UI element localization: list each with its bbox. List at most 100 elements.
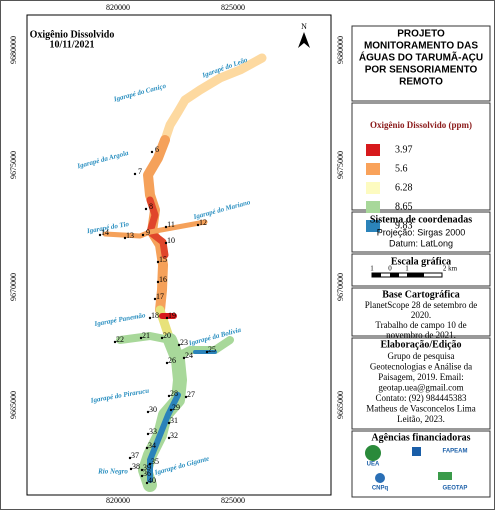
scale-label: 0 xyxy=(388,265,392,273)
base-line: Trabalho de campo 10 de xyxy=(375,320,466,330)
map-title: 10/11/2021 xyxy=(49,39,94,50)
sample-point xyxy=(140,468,144,472)
map-title: Oxigênio Dissolvido xyxy=(30,29,115,40)
north-arrow xyxy=(298,32,310,48)
logos xyxy=(365,445,452,483)
y-coord: 9670000 xyxy=(336,273,345,301)
credits-line: Contato: (92) 984445383 xyxy=(376,393,467,403)
point-label: 36 xyxy=(143,469,151,478)
sample-point xyxy=(153,297,157,301)
point-label: 24 xyxy=(185,351,193,360)
sample-point xyxy=(165,316,169,320)
base-title: Base Cartográfica xyxy=(382,289,459,300)
sample-point xyxy=(167,421,171,425)
panel-title: REMOTO xyxy=(399,77,443,88)
base-line: 2020. xyxy=(411,310,431,320)
sample-point xyxy=(128,456,132,460)
river xyxy=(102,53,267,492)
point-label: 39 xyxy=(143,463,151,472)
x-coord: 820000 xyxy=(106,3,130,12)
sample-point xyxy=(182,356,186,360)
legend-label: 9.83 xyxy=(395,220,413,231)
y-coord: 9665000 xyxy=(9,391,18,419)
coords-line: Projeção: Sirgas 2000 xyxy=(377,227,466,237)
point-label: 10 xyxy=(167,236,175,245)
legend-title: Oxigênio Dissolvido (ppm) xyxy=(370,120,472,130)
logo-label: CNPq xyxy=(372,486,389,492)
point-label: 26 xyxy=(168,356,176,365)
sample-point xyxy=(156,280,160,284)
legend-label: 6.28 xyxy=(395,182,413,193)
point-label: 29 xyxy=(172,403,180,412)
point-label: 37 xyxy=(131,451,139,460)
panel-title: ÁGUAS DO TARUMÃ-AÇU xyxy=(359,51,483,64)
y-coord: 9680000 xyxy=(336,36,345,64)
sample-point xyxy=(148,316,152,320)
y-coord: 9665000 xyxy=(336,391,345,419)
legend-swatch xyxy=(366,144,380,156)
credits-line: Grupo de pesquisa xyxy=(388,351,455,361)
sample-point xyxy=(169,408,173,412)
sample-point xyxy=(150,150,154,154)
sample-point xyxy=(145,446,149,450)
sample-point xyxy=(140,474,144,478)
sample-point xyxy=(113,340,117,344)
base-line: novembro de 2021. xyxy=(386,330,456,340)
point-label: 40 xyxy=(148,476,156,485)
point-label: 16 xyxy=(159,275,167,284)
panel-title: MONITORAMENTO DAS xyxy=(364,41,478,52)
point-label: 32 xyxy=(170,431,178,440)
point-label: 18 xyxy=(151,311,159,320)
point-label: 38 xyxy=(132,462,140,471)
point-label: 17 xyxy=(156,292,164,301)
sample-point xyxy=(164,225,168,229)
sample-point xyxy=(144,207,148,211)
panel-boxes xyxy=(351,25,491,498)
sample-point xyxy=(146,410,150,414)
stream-label: Rio Negro xyxy=(97,468,128,476)
panel-title: PROJETO xyxy=(397,29,445,40)
sample-point xyxy=(205,350,209,354)
legend-swatch xyxy=(366,201,380,213)
funding-title: Agências financiadoras xyxy=(371,432,470,443)
sample-point xyxy=(167,436,171,440)
scale-bar xyxy=(371,272,443,278)
point-label: 21 xyxy=(142,331,150,340)
x-coord: 825000 xyxy=(221,496,245,505)
sample-point xyxy=(98,233,102,237)
x-coord: 825000 xyxy=(221,3,245,12)
credits-line: Leitão, 2023. xyxy=(397,414,445,424)
credits-line: geotap.uea@gmail.com xyxy=(378,383,463,393)
point-label: 9 xyxy=(146,228,150,237)
point-label: 33 xyxy=(149,427,157,436)
point-label: 31 xyxy=(170,416,178,425)
point-label: 14 xyxy=(101,228,109,237)
sample-point xyxy=(133,172,137,176)
point-label: 25 xyxy=(208,345,216,354)
point-label: 34 xyxy=(148,441,156,450)
sample-point xyxy=(160,336,164,340)
legend-label: 5.6 xyxy=(395,163,408,174)
legend-label: 8.65 xyxy=(395,201,413,212)
scale-label: 1 xyxy=(370,265,374,273)
point-label: 27 xyxy=(187,390,195,399)
sample-point xyxy=(139,336,143,340)
sample-point xyxy=(196,223,200,227)
sample-point xyxy=(167,394,171,398)
coords-line: Datum: LatLong xyxy=(389,238,453,248)
point-label: 30 xyxy=(149,405,157,414)
y-coord: 9675000 xyxy=(336,151,345,179)
credits-line: Matheus de Vasconcelos Lima xyxy=(366,404,476,414)
point-label: 12 xyxy=(199,218,207,227)
y-coord: 9670000 xyxy=(9,273,18,301)
y-coord: 9675000 xyxy=(9,151,18,179)
base-line: PlanetScope 28 de setembro de xyxy=(365,300,477,310)
panel-title: POR SENSORIAMENTO xyxy=(365,65,478,76)
x-coord: 820000 xyxy=(106,496,130,505)
point-label: 6 xyxy=(155,145,159,154)
credits-line: Paisagem, 2019. Email: xyxy=(378,372,464,382)
point-label: 23 xyxy=(180,338,188,347)
point-label: 8 xyxy=(149,202,153,211)
credits-title: Elaboração/Edição xyxy=(380,339,461,350)
